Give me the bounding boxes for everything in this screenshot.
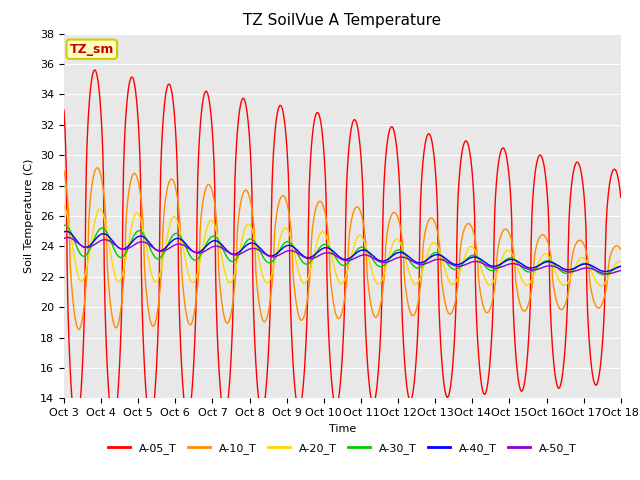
A-40_T — [617, 264, 625, 269]
A-10_T — [335, 316, 343, 322]
A-40_T — [566, 267, 574, 273]
A-40_T — [602, 269, 609, 275]
A-05_T — [184, 416, 191, 421]
A-05_T — [91, 67, 99, 73]
A-50_T — [183, 244, 191, 250]
A-30_T — [207, 234, 215, 240]
A-50_T — [207, 245, 215, 251]
A-20_T — [443, 273, 451, 278]
Line: A-50_T: A-50_T — [64, 238, 621, 274]
A-05_T — [568, 184, 575, 190]
A-20_T — [566, 276, 573, 282]
Line: A-40_T: A-40_T — [64, 231, 621, 272]
A-30_T — [335, 259, 342, 265]
A-30_T — [183, 247, 191, 252]
A-30_T — [566, 269, 574, 275]
A-05_T — [445, 394, 452, 399]
A-20_T — [617, 259, 625, 264]
A-10_T — [617, 247, 625, 252]
A-30_T — [600, 272, 607, 277]
A-10_T — [93, 165, 101, 171]
A-10_T — [568, 260, 575, 265]
A-10_T — [208, 186, 216, 192]
Line: A-30_T: A-30_T — [64, 225, 621, 275]
A-10_T — [184, 318, 191, 324]
A-50_T — [60, 236, 68, 241]
Legend: A-05_T, A-10_T, A-20_T, A-30_T, A-40_T, A-50_T: A-05_T, A-10_T, A-20_T, A-30_T, A-40_T, … — [104, 439, 581, 458]
Text: TZ_sm: TZ_sm — [70, 43, 114, 56]
A-10_T — [75, 326, 83, 332]
A-30_T — [61, 222, 68, 228]
Title: TZ SoilVue A Temperature: TZ SoilVue A Temperature — [243, 13, 442, 28]
A-10_T — [60, 168, 68, 174]
A-50_T — [444, 259, 451, 265]
A-40_T — [444, 257, 451, 263]
A-05_T — [72, 425, 80, 431]
A-20_T — [206, 218, 214, 224]
A-30_T — [617, 264, 625, 269]
Line: A-20_T: A-20_T — [64, 206, 621, 286]
A-20_T — [182, 261, 190, 267]
A-50_T — [566, 269, 574, 275]
Y-axis label: Soil Temperature (C): Soil Temperature (C) — [24, 159, 35, 273]
A-30_T — [389, 252, 397, 257]
A-20_T — [60, 203, 68, 209]
A-50_T — [603, 271, 611, 276]
A-50_T — [617, 268, 625, 274]
X-axis label: Time: Time — [329, 424, 356, 433]
A-30_T — [60, 223, 68, 228]
A-40_T — [60, 229, 68, 235]
A-05_T — [335, 390, 343, 396]
A-10_T — [390, 210, 397, 216]
A-40_T — [335, 253, 342, 259]
A-05_T — [208, 120, 216, 126]
A-05_T — [60, 108, 68, 113]
A-40_T — [389, 253, 397, 259]
A-05_T — [390, 126, 397, 132]
A-50_T — [335, 255, 342, 261]
A-20_T — [598, 283, 605, 288]
A-30_T — [444, 261, 451, 267]
Line: A-05_T: A-05_T — [64, 70, 621, 428]
A-40_T — [183, 242, 191, 248]
A-40_T — [207, 239, 215, 245]
A-50_T — [389, 257, 397, 263]
A-50_T — [64, 235, 72, 240]
Line: A-10_T: A-10_T — [64, 168, 621, 329]
A-10_T — [445, 310, 452, 316]
A-40_T — [63, 228, 70, 234]
A-20_T — [334, 276, 342, 282]
A-20_T — [388, 243, 396, 249]
A-05_T — [617, 194, 625, 200]
